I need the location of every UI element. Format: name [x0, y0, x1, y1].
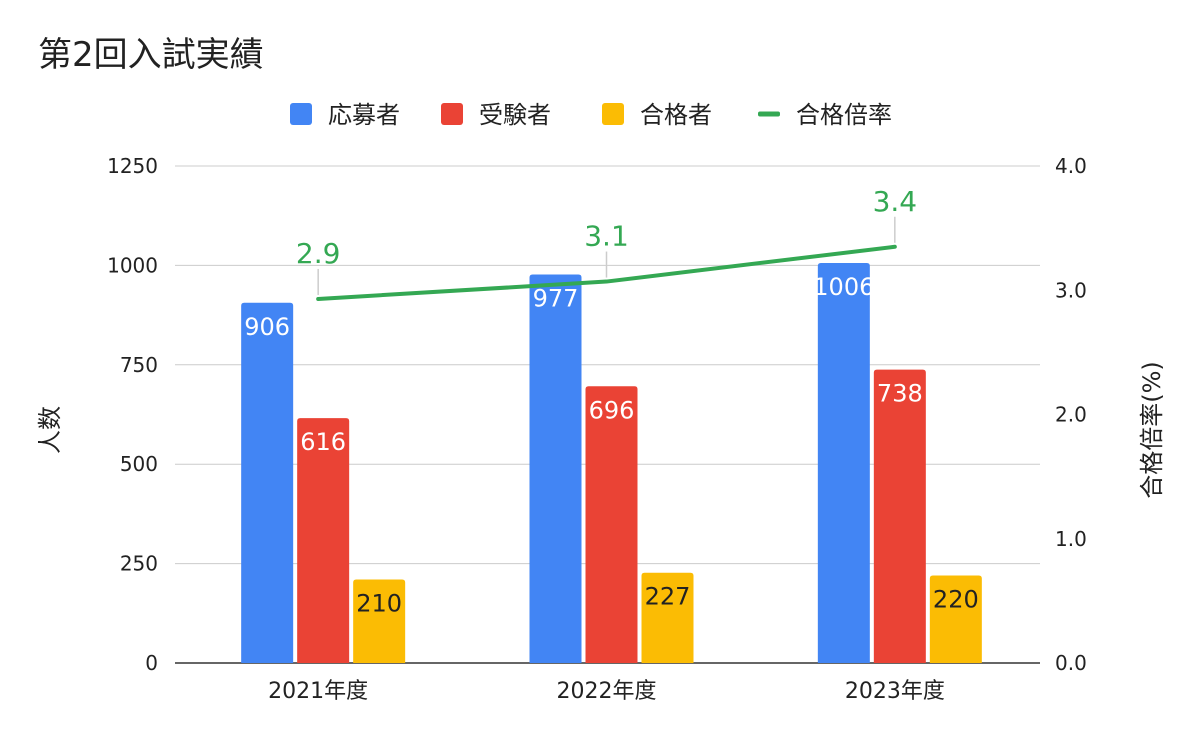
left-tick-label: 250	[120, 552, 158, 576]
right-tick-label: 1.0	[1055, 527, 1087, 551]
bar-value-label: 977	[533, 285, 579, 313]
bar	[873, 369, 926, 663]
bar-value-label: 1006	[813, 273, 874, 301]
legend-swatch	[290, 103, 312, 125]
right-tick-label: 2.0	[1055, 403, 1087, 427]
bar	[529, 274, 582, 663]
x-tick-label: 2021年度	[268, 679, 368, 704]
chart-title: 第2回入試実績	[38, 35, 264, 75]
legend-label: 受験者	[479, 101, 551, 129]
bar-value-label: 210	[356, 590, 402, 618]
left-tick-label: 1000	[107, 253, 158, 277]
right-axis-ticks: 0.0 1.0 2.0 3.0 4.0	[1055, 154, 1087, 675]
x-tick-label: 2022年度	[557, 679, 657, 704]
bar	[817, 263, 870, 663]
bar-value-label: 906	[244, 313, 290, 341]
bar	[929, 575, 982, 663]
line-value-label: 2.9	[296, 237, 341, 270]
x-axis-labels: 2021年度 2022年度 2023年度	[268, 679, 945, 704]
ratio-line: 2.9 3.1 3.4	[296, 185, 918, 301]
bar	[297, 418, 350, 663]
legend: 応募者 受験者 合格者 合格倍率	[290, 101, 892, 129]
legend-label: 合格倍率	[796, 101, 892, 129]
left-tick-label: 500	[120, 452, 158, 476]
left-tick-label: 0	[145, 651, 158, 675]
legend-swatch	[441, 103, 463, 125]
left-tick-label: 1250	[107, 154, 158, 178]
legend-swatch	[602, 103, 624, 125]
right-tick-label: 3.0	[1055, 278, 1087, 302]
bar-value-label: 696	[589, 396, 635, 424]
legend-label: 応募者	[328, 101, 400, 129]
legend-swatch	[758, 111, 780, 117]
left-axis-ticks: 0 250 500 750 1000 1250	[107, 154, 158, 675]
right-tick-label: 0.0	[1055, 651, 1087, 675]
bars: 906 616 210 977 696 227 1006 738 220	[241, 263, 982, 663]
x-tick-label: 2023年度	[845, 679, 945, 704]
y-axis-label-left: 人数	[36, 406, 64, 454]
bar-value-label: 227	[645, 583, 691, 611]
bar-value-label: 220	[933, 586, 979, 614]
line-value-label: 3.4	[873, 185, 918, 218]
bar	[585, 386, 638, 663]
bar-value-label: 738	[877, 380, 923, 408]
series-line	[316, 244, 897, 301]
left-tick-label: 750	[120, 353, 158, 377]
line-value-label: 3.1	[584, 220, 629, 253]
bar	[241, 302, 294, 663]
y-axis-label-right: 合格倍率(%)	[1138, 361, 1166, 499]
right-tick-label: 4.0	[1055, 154, 1087, 178]
bar-value-label: 616	[300, 428, 346, 456]
bar	[353, 579, 406, 663]
bar	[641, 572, 694, 663]
legend-label: 合格者	[640, 101, 712, 129]
